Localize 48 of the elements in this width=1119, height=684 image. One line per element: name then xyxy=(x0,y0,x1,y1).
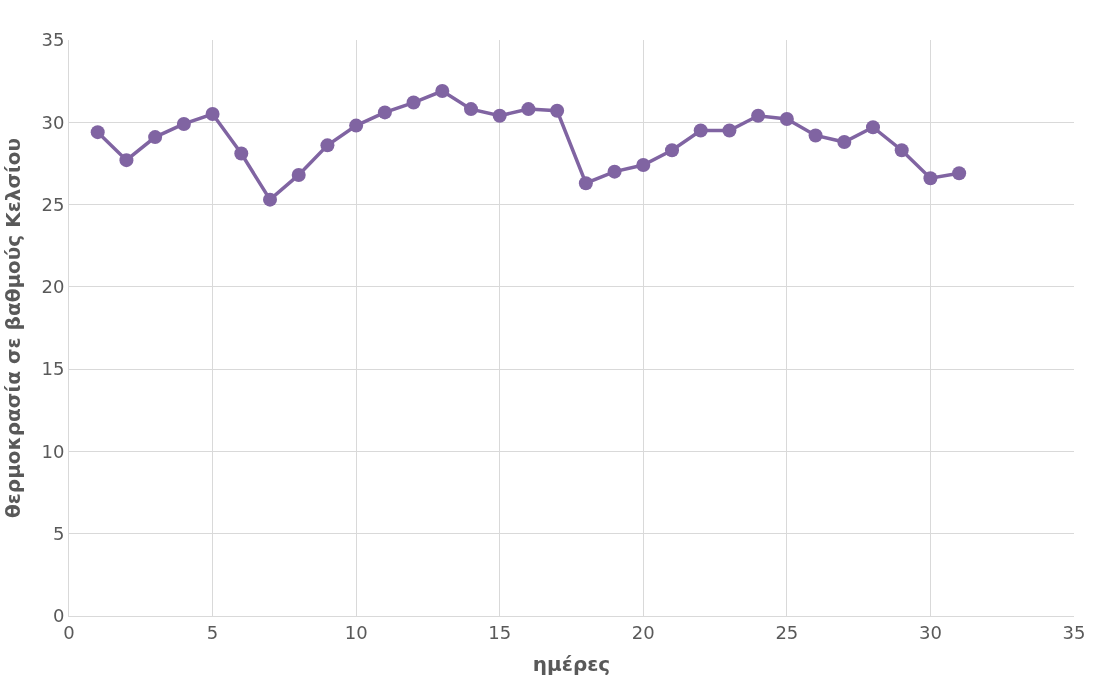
point xyxy=(435,84,450,99)
y-tick-label: 25 xyxy=(41,193,65,215)
point xyxy=(894,143,909,158)
point xyxy=(578,176,593,191)
y-tick-label: 0 xyxy=(52,605,65,627)
y-tick-label: 10 xyxy=(41,440,65,462)
point xyxy=(234,146,249,161)
point xyxy=(665,143,679,158)
point xyxy=(406,95,421,110)
point xyxy=(148,130,163,145)
point xyxy=(693,123,708,138)
point xyxy=(263,192,277,207)
point xyxy=(722,123,737,138)
point xyxy=(866,120,880,135)
point xyxy=(119,153,134,168)
y-tick-label: 5 xyxy=(52,523,65,545)
point xyxy=(349,118,364,133)
point xyxy=(492,108,507,123)
point xyxy=(291,167,306,182)
x-tick-label: 20 xyxy=(631,621,655,643)
x-tick-label: 10 xyxy=(344,621,368,643)
y-tick-label: 35 xyxy=(41,29,65,51)
point xyxy=(837,135,852,150)
point xyxy=(521,102,536,117)
point xyxy=(607,164,622,179)
point xyxy=(923,171,938,186)
point xyxy=(952,166,967,181)
y-tick-label: 30 xyxy=(41,111,65,133)
point xyxy=(636,158,651,173)
point xyxy=(377,105,392,120)
point xyxy=(751,108,766,123)
point xyxy=(808,128,823,143)
point xyxy=(464,102,478,117)
point xyxy=(779,111,794,126)
point xyxy=(320,138,335,153)
x-tick-label: 5 xyxy=(206,621,219,643)
point xyxy=(550,103,565,118)
x-tick-label: 30 xyxy=(918,621,942,643)
x-tick-label: 25 xyxy=(775,621,799,643)
point xyxy=(176,116,191,131)
point xyxy=(90,125,105,140)
x-axis-title: ημέρες xyxy=(532,652,611,677)
x-tick-label: 15 xyxy=(488,621,512,643)
point xyxy=(205,107,220,122)
x-tick-label: 35 xyxy=(1062,621,1086,643)
y-tick-label: 20 xyxy=(41,276,65,298)
y-axis-title: θερμοκρασία σε βαθμούς Κελσίου xyxy=(0,137,25,519)
y-tick-label: 15 xyxy=(41,358,65,380)
